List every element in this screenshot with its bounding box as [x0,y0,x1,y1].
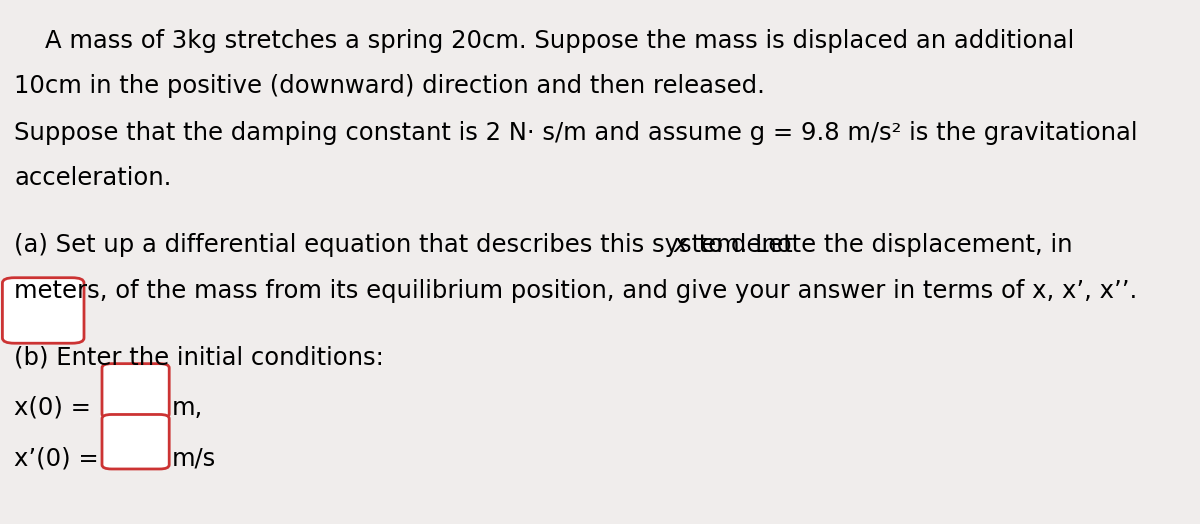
Text: acceleration.: acceleration. [14,166,172,190]
Text: (a) Set up a differential equation that describes this system. Let: (a) Set up a differential equation that … [14,233,800,257]
Text: x(0) =: x(0) = [14,396,100,420]
Text: x’(0) =: x’(0) = [14,446,107,471]
Text: m/s: m/s [172,446,216,471]
Text: x: x [674,233,688,257]
Text: to denote the displacement, in: to denote the displacement, in [691,233,1072,257]
Text: A mass of 3kg stretches a spring 20cm. Suppose the mass is displaced an addition: A mass of 3kg stretches a spring 20cm. S… [14,29,1075,53]
FancyBboxPatch shape [102,414,169,469]
Text: m,: m, [172,396,203,420]
FancyBboxPatch shape [102,364,169,418]
Text: Suppose that the damping constant is 2 N· s/m and assume g = 9.8 m/s² is the gra: Suppose that the damping constant is 2 N… [14,121,1138,145]
FancyBboxPatch shape [2,278,84,343]
Text: meters, of the mass from its equilibrium position, and give your answer in terms: meters, of the mass from its equilibrium… [14,279,1138,303]
Text: (b) Enter the initial conditions:: (b) Enter the initial conditions: [14,346,384,370]
Text: 10cm in the positive (downward) direction and then released.: 10cm in the positive (downward) directio… [14,74,766,99]
